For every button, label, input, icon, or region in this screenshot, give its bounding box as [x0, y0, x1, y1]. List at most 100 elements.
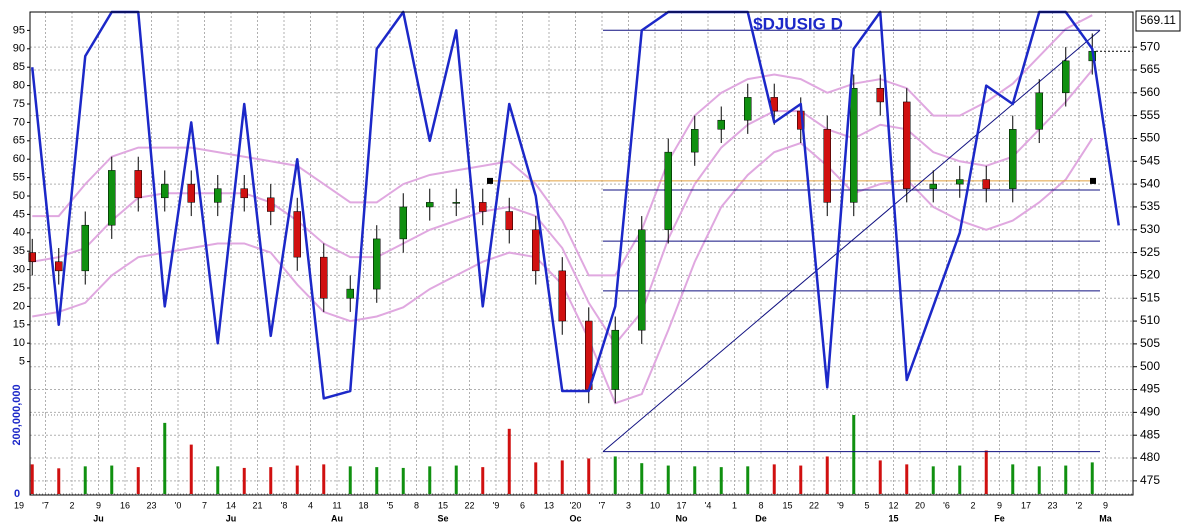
- y-tick-label: 485: [1140, 427, 1160, 441]
- y2-tick-label: 25: [13, 282, 25, 294]
- x-tick-label: '8: [281, 500, 288, 510]
- y-tick-label: 515: [1140, 290, 1160, 304]
- x-tick-label: 3: [626, 500, 631, 510]
- marks: [28, 10, 1133, 494]
- volume-bar: [905, 464, 909, 494]
- candle-body: [1062, 60, 1070, 94]
- volume-bar: [30, 464, 34, 494]
- candle-body: [240, 188, 248, 199]
- candle-body: [505, 211, 513, 231]
- y-tick-label: 490: [1140, 405, 1160, 419]
- x-tick-label: '0: [175, 500, 182, 510]
- volume-bar: [799, 465, 803, 494]
- volume-bar: [640, 463, 644, 494]
- candle-body: [267, 197, 275, 212]
- trendline: [602, 29, 1101, 453]
- y-tick-label: 560: [1140, 85, 1160, 99]
- x-tick-label: '4: [705, 500, 712, 510]
- grid: [30, 12, 1133, 495]
- x-tick-label: 5: [864, 500, 869, 510]
- x-tick-label: 10: [650, 500, 660, 510]
- candle-body: [373, 238, 381, 290]
- y-tick-label: 555: [1140, 108, 1160, 122]
- volume-bar: [189, 444, 193, 494]
- month-label: Ju: [226, 513, 237, 523]
- volume-bar: [852, 414, 856, 494]
- x-tick-label: 14: [226, 500, 236, 510]
- y2-tick-label: 50: [13, 190, 25, 202]
- x-tick-label: 22: [464, 500, 474, 510]
- candle-body: [903, 101, 911, 189]
- x-tick-label: 13: [544, 500, 554, 510]
- month-label: 15: [888, 513, 898, 523]
- y-tick-label: 480: [1140, 450, 1160, 464]
- volume-bar: [216, 466, 220, 494]
- band-middle: [32, 69, 1094, 346]
- candle-body: [108, 170, 116, 226]
- candle-body: [214, 188, 222, 203]
- candle-body: [929, 183, 937, 189]
- volume-bar: [587, 458, 591, 494]
- month-label: Au: [331, 513, 343, 523]
- volume-bar: [401, 467, 405, 494]
- volume-bar: [428, 466, 432, 494]
- month-label: Fe: [994, 513, 1005, 523]
- volume-bar: [613, 456, 617, 494]
- x-tick-label: 12: [888, 500, 898, 510]
- volume-bar: [958, 465, 962, 494]
- volume-bar: [984, 450, 988, 494]
- x-tick-label: 7: [202, 500, 207, 510]
- y-tick-label: 520: [1140, 268, 1160, 282]
- month-label: Oc: [569, 513, 581, 523]
- y-tick-label: 500: [1140, 359, 1160, 373]
- volume-bar: [242, 467, 246, 494]
- candle-body: [664, 151, 672, 231]
- x-tick-label: '2: [1076, 500, 1083, 510]
- x-tick-label: 9: [1103, 500, 1108, 510]
- marker-end: [1090, 177, 1096, 184]
- y2-tick-label: 65: [13, 135, 25, 147]
- volume-bar: [693, 466, 697, 494]
- volume-bar: [719, 467, 723, 494]
- candle-body: [346, 288, 354, 299]
- x-tick-label: 8: [414, 500, 419, 510]
- candle-body: [187, 183, 195, 203]
- candle-body: [28, 252, 36, 262]
- volume-tick-label: 200,000,000: [11, 384, 23, 445]
- y2-tick-label: 60: [13, 153, 25, 165]
- x-tick-label: 17: [676, 500, 686, 510]
- y2-tick-label: 85: [13, 61, 25, 73]
- volume-bar: [57, 468, 61, 494]
- x-tick-label: 15: [782, 500, 792, 510]
- x-tick-label: 6: [520, 500, 525, 510]
- y2-tick-label: 70: [13, 116, 25, 128]
- month-label: De: [755, 513, 767, 523]
- y2-tick-label: 40: [13, 227, 25, 239]
- candle-body: [611, 329, 619, 390]
- y2-tick-label: 15: [13, 319, 25, 331]
- candle-body: [744, 97, 752, 121]
- candle-body: [134, 170, 142, 199]
- y-tick-label: 570: [1140, 39, 1160, 53]
- candle-body: [956, 179, 964, 185]
- x-tick-label: '7: [599, 500, 606, 510]
- x-tick-label: '7: [42, 500, 49, 510]
- y2-tick-label: 45: [13, 208, 25, 220]
- candle-body: [81, 224, 89, 272]
- x-tick-label: 21: [252, 500, 262, 510]
- y2-tick-label: 35: [13, 245, 25, 257]
- y2-tick-label: 20: [13, 300, 25, 312]
- x-tick-label: 22: [809, 500, 819, 510]
- oscillator-line: [31, 10, 1120, 400]
- volume-bar: [534, 462, 538, 494]
- candle-body: [691, 129, 699, 153]
- y2-tick-label: 95: [13, 24, 25, 36]
- volume-bar: [666, 465, 670, 494]
- x-tick-label: '9: [837, 500, 844, 510]
- y-tick-label: 475: [1140, 473, 1160, 487]
- volume-bar: [83, 466, 87, 494]
- candle-body: [320, 256, 328, 299]
- x-tick-label: 15: [438, 500, 448, 510]
- volume-bar: [1011, 464, 1015, 494]
